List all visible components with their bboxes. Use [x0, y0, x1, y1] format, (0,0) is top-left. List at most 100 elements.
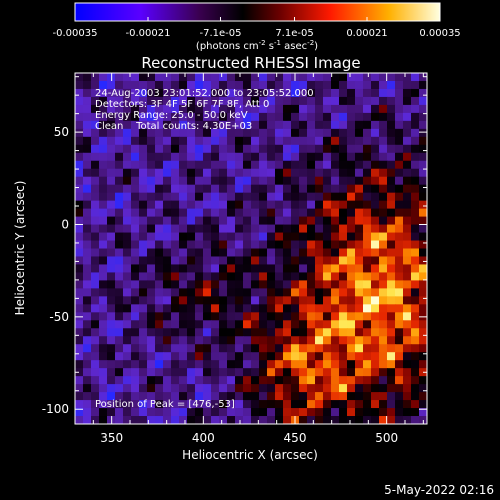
- heatmap-cell: [147, 296, 156, 305]
- heatmap-cell: [139, 344, 148, 353]
- heatmap-cell: [363, 160, 372, 170]
- heatmap-cell: [347, 256, 356, 266]
- heatmap-cell: [115, 136, 124, 146]
- heatmap-cell: [107, 344, 116, 353]
- heatmap-cell: [99, 248, 108, 258]
- heatmap-cell: [419, 96, 427, 106]
- heatmap-cell: [299, 216, 308, 226]
- heatmap-cell: [195, 272, 204, 282]
- heatmap-cell: [99, 400, 108, 409]
- heatmap-cell: [211, 280, 220, 289]
- heatmap-cell: [307, 336, 316, 345]
- heatmap-cell: [115, 152, 124, 162]
- heatmap-cell: [107, 192, 116, 202]
- heatmap-cell: [107, 176, 116, 186]
- heatmap-cell: [419, 336, 427, 345]
- heatmap-cell: [371, 168, 380, 178]
- heatmap-cell: [211, 120, 220, 130]
- heatmap-cell: [147, 352, 156, 361]
- heatmap-cell: [131, 344, 140, 353]
- x-tick-label: 450: [284, 431, 307, 445]
- heatmap-cell: [75, 128, 84, 138]
- heatmap-cell: [387, 232, 396, 242]
- heatmap-cell: [179, 104, 188, 114]
- heatmap-cell: [307, 200, 316, 210]
- heatmap-cell: [379, 208, 388, 218]
- heatmap-cell: [291, 376, 300, 385]
- heatmap-cell: [123, 336, 132, 345]
- heatmap-cell: [291, 344, 300, 353]
- heatmap-cell: [387, 280, 396, 289]
- heatmap-cell: [155, 144, 164, 154]
- heatmap-cell: [291, 312, 300, 321]
- heatmap-cell: [123, 160, 132, 170]
- heatmap-cell: [275, 176, 284, 186]
- heatmap-cell: [171, 88, 180, 98]
- heatmap-cell: [211, 296, 220, 305]
- heatmap-cell: [91, 112, 100, 122]
- heatmap-cell: [363, 200, 372, 210]
- heatmap-cell: [83, 184, 92, 194]
- heatmap-cell: [107, 216, 116, 226]
- heatmap-cell: [363, 280, 372, 289]
- heatmap-cell: [203, 112, 212, 122]
- heatmap-cell: [139, 384, 148, 393]
- heatmap-cell: [411, 240, 420, 250]
- heatmap-cell: [211, 184, 220, 194]
- heatmap-cell: [323, 232, 332, 242]
- heatmap-cell: [99, 296, 108, 305]
- heatmap-cell: [419, 144, 427, 154]
- heatmap-cell: [339, 80, 348, 90]
- heatmap-cell: [355, 384, 364, 393]
- heatmap-cell: [267, 192, 276, 202]
- heatmap-cell: [91, 144, 100, 154]
- heatmap-cell: [131, 296, 140, 305]
- heatmap-cell: [347, 136, 356, 146]
- heatmap-cell: [147, 312, 156, 321]
- heatmap-cell: [403, 392, 412, 401]
- heatmap-cell: [179, 144, 188, 154]
- heatmap-cell: [267, 73, 276, 82]
- heatmap-cell: [179, 80, 188, 90]
- heatmap-cell: [147, 73, 156, 82]
- heatmap-cell: [203, 360, 212, 369]
- heatmap-cell: [203, 128, 212, 138]
- info-line-clean: Clean Total counts: 4.30E+03: [95, 121, 252, 132]
- heatmap-cell: [363, 264, 372, 274]
- heatmap-cell: [147, 368, 156, 377]
- heatmap-cell: [283, 144, 292, 154]
- heatmap-cell: [339, 256, 348, 266]
- heatmap-cell: [235, 240, 244, 250]
- heatmap-cell: [339, 280, 348, 289]
- heatmap-cell: [275, 344, 284, 353]
- heatmap-cell: [107, 104, 116, 114]
- heatmap-cell: [99, 264, 108, 274]
- heatmap-cell: [275, 280, 284, 289]
- heatmap-cell: [363, 272, 372, 282]
- heatmap-cell: [219, 256, 228, 266]
- heatmap-cell: [387, 320, 396, 329]
- heatmap-cell: [139, 216, 148, 226]
- heatmap-cell: [395, 128, 404, 138]
- heatmap-cell: [131, 96, 140, 106]
- heatmap-cell: [211, 104, 220, 114]
- heatmap-cell: [91, 128, 100, 138]
- heatmap-cell: [243, 280, 252, 289]
- heatmap-cell: [347, 176, 356, 186]
- heatmap-cell: [387, 73, 396, 82]
- heatmap-cell: [259, 96, 268, 106]
- heatmap-cell: [251, 160, 260, 170]
- heatmap-cell: [139, 312, 148, 321]
- heatmap-cell: [227, 128, 236, 138]
- heatmap-cell: [411, 208, 420, 218]
- heatmap-cell: [227, 80, 236, 90]
- heatmap-cell: [235, 360, 244, 369]
- heatmap-cell: [387, 296, 396, 305]
- heatmap-cell: [163, 232, 172, 242]
- heatmap-cell: [195, 152, 204, 162]
- heatmap-cell: [299, 73, 308, 82]
- heatmap-cell: [371, 336, 380, 345]
- heatmap-cell: [179, 168, 188, 178]
- heatmap-cell: [211, 73, 220, 82]
- heatmap-cell: [147, 232, 156, 242]
